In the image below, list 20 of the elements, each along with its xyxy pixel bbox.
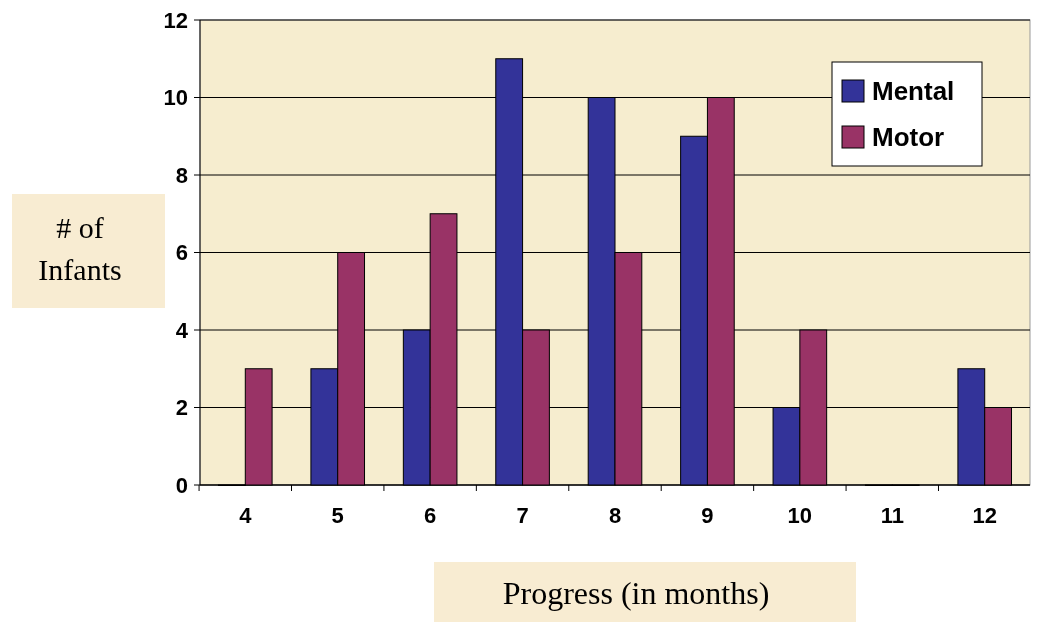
legend-label: Mental [872,76,955,107]
x-tick-label: 5 [331,503,344,528]
x-tick-label: 9 [701,503,714,528]
y-tick-label: 0 [175,472,188,498]
x-tick-label: 6 [424,503,437,528]
x-tick-label: 11 [880,503,904,528]
y-tick-label: 2 [175,395,188,421]
y-tick-label: 12 [163,7,188,33]
legend-label: Motor [872,122,945,153]
y-tick-label: 10 [163,85,188,111]
x-tick-label: 7 [516,503,529,528]
y-tick-label: 4 [175,317,189,343]
x-tick-label: 12 [972,503,997,528]
x-axis-title: Progress (in months) [502,575,770,611]
x-tick-label: 10 [787,503,813,528]
y-axis-title: # of Infants [38,211,122,286]
y-tick-label: 8 [175,162,188,188]
x-tick-label: 4 [239,503,253,528]
x-tick-label: 8 [608,503,622,528]
y-tick-label: 6 [175,240,188,266]
